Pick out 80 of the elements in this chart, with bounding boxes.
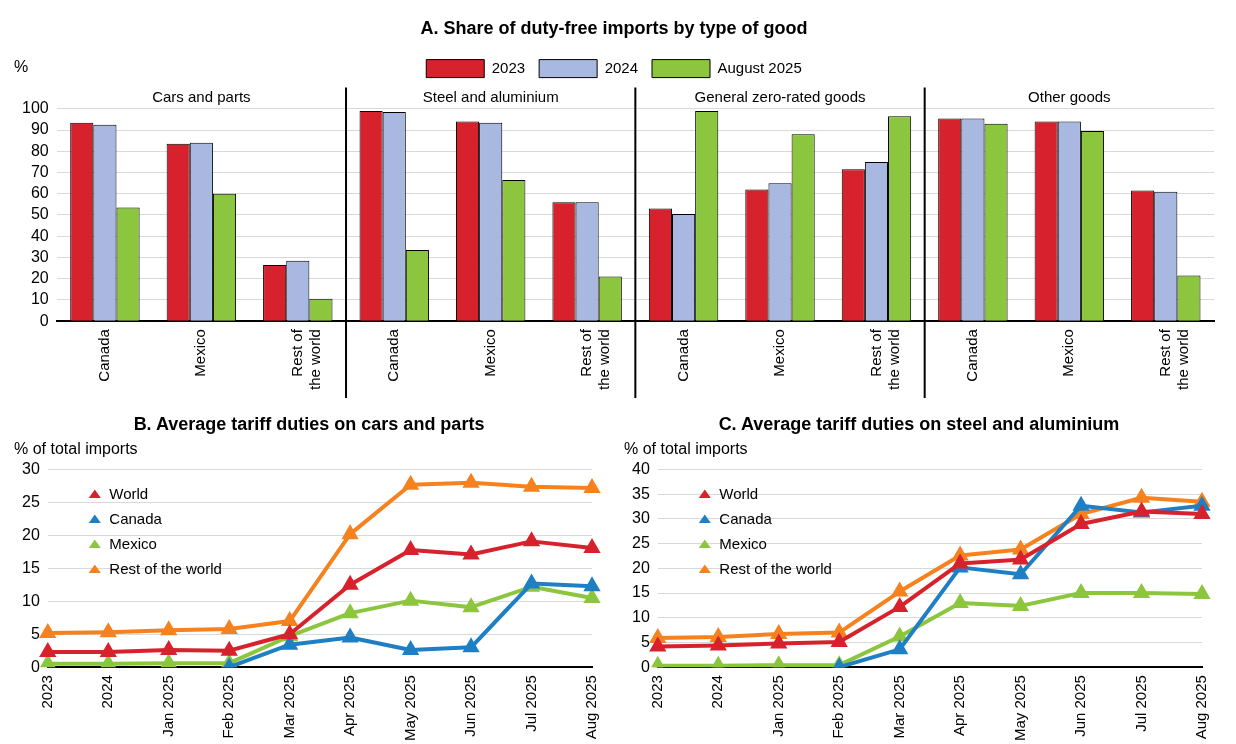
y-axis-title: %	[14, 58, 29, 76]
legend-label: Mexico	[719, 535, 767, 553]
legend-label: Mexico	[109, 535, 157, 553]
y-tick-label: 10	[30, 290, 49, 308]
y-axis-title: % of total imports	[624, 440, 748, 458]
y-tick-label: 0	[640, 657, 650, 675]
x-tick-label: Jun 2025	[461, 675, 479, 737]
y-tick-label: 30	[632, 509, 650, 527]
y-tick-label: 50	[30, 205, 49, 223]
chart-title: A. Share of duty-free imports by type of good	[420, 17, 808, 38]
y-tick-label: 0	[30, 657, 40, 675]
x-tick-label: Aug 2025	[582, 675, 600, 740]
x-tick-label: Jul 2025	[1131, 675, 1149, 732]
x-tick-label: Apr 2025	[950, 675, 968, 737]
y-tick-label: 20	[632, 558, 650, 576]
y-tick-label: 30	[30, 247, 49, 265]
y-axis-title: % of total imports	[14, 440, 138, 458]
x-tick-label: Mexico	[1059, 329, 1077, 377]
legend-label: Rest of the world	[719, 560, 832, 578]
y-tick-label: 60	[30, 184, 49, 202]
x-tick-label: Mexico	[770, 329, 788, 377]
x-tick-label: Mexico	[191, 329, 209, 377]
y-tick-label: 25	[632, 534, 650, 552]
y-tick-label: 15	[22, 558, 40, 576]
x-tick-label: 2023	[647, 675, 665, 709]
y-tick-label: 90	[30, 120, 49, 138]
y-tick-label: 80	[30, 141, 49, 159]
legend-label: Canada	[719, 510, 773, 528]
y-tick-label: 30	[22, 460, 40, 478]
y-tick-label: 0	[39, 311, 49, 329]
x-tick-label: Rest of the world	[1155, 328, 1191, 391]
legend-label: World	[719, 485, 759, 503]
x-tick-label: May 2025	[400, 675, 418, 741]
x-tick-label: Canada	[673, 328, 691, 382]
chart-title: B. Average tariff duties on cars and parts	[133, 413, 485, 434]
legend-label: Canada	[109, 510, 163, 528]
x-tick-label: Canada	[95, 328, 113, 382]
x-tick-label: Mar 2025	[889, 675, 907, 739]
x-tick-label: Jun 2025	[1071, 675, 1089, 737]
x-tick-label: May 2025	[1010, 675, 1028, 741]
y-tick-label: 5	[640, 632, 650, 650]
x-tick-label: Jul 2025	[521, 675, 539, 732]
x-tick-label: 2024	[708, 675, 726, 709]
y-tick-label: 15	[632, 583, 650, 601]
x-tick-label: Mar 2025	[279, 675, 297, 739]
x-tick-label: Jan 2025	[768, 675, 786, 737]
annotation: Cars and parts	[152, 87, 251, 105]
legend-label: 2024	[604, 58, 639, 76]
y-tick-label: 35	[632, 484, 650, 502]
y-tick-label: 25	[22, 492, 40, 510]
x-tick-label: Aug 2025	[1192, 675, 1210, 740]
chart-title: C. Average tariff duties on steel and aluminium	[718, 413, 1120, 434]
x-tick-label: Mexico	[480, 329, 498, 377]
annotation: General zero-rated goods	[694, 87, 866, 105]
x-tick-label: Jan 2025	[158, 675, 176, 737]
x-tick-label: Feb 2025	[219, 675, 237, 739]
legend-label: Rest of the world	[109, 560, 222, 578]
x-tick-label: Rest of the world	[866, 328, 902, 391]
y-tick-label: 5	[30, 624, 40, 642]
x-tick-label: Feb 2025	[829, 675, 847, 739]
x-tick-label: Rest of the world	[287, 328, 323, 391]
y-tick-label: 40	[632, 460, 650, 478]
y-tick-label: 10	[22, 591, 40, 609]
legend-label: World	[109, 485, 149, 503]
x-tick-label: Rest of the world	[577, 328, 613, 391]
legend-label: August 2025	[717, 58, 802, 76]
x-tick-label: Apr 2025	[340, 675, 358, 737]
y-tick-label: 10	[632, 608, 650, 626]
y-tick-label: 100	[21, 99, 49, 117]
x-tick-label: Canada	[384, 328, 402, 382]
y-tick-label: 20	[22, 525, 40, 543]
x-tick-label: Canada	[963, 328, 981, 382]
y-tick-label: 40	[30, 226, 49, 244]
legend-label: 2023	[491, 58, 526, 76]
annotation: Other goods	[1028, 87, 1111, 105]
x-tick-label: 2023	[37, 675, 55, 709]
x-tick-label: 2024	[98, 675, 116, 709]
annotation: Steel and aluminium	[422, 87, 559, 105]
y-tick-label: 20	[30, 269, 49, 287]
y-tick-label: 70	[30, 162, 49, 180]
